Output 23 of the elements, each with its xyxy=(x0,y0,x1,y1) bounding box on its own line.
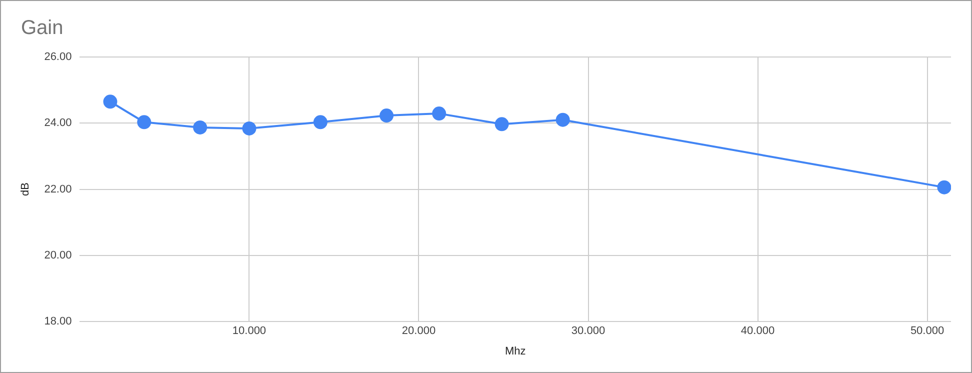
x-tick-label: 30.000 xyxy=(571,325,606,338)
y-tick-label: 22.00 xyxy=(44,183,72,196)
point xyxy=(313,115,328,130)
x-axis-title: Mhz xyxy=(504,345,526,358)
point xyxy=(103,94,118,109)
y-tick-label: 24.00 xyxy=(44,117,72,130)
point xyxy=(494,117,509,132)
y-tick-label: 18.00 xyxy=(44,316,72,328)
point xyxy=(937,180,951,194)
point xyxy=(137,115,152,130)
point xyxy=(556,112,570,127)
y-tick-label: 26.00 xyxy=(44,51,72,64)
point xyxy=(242,121,256,136)
point xyxy=(193,120,208,134)
x-tick-label: 50.000 xyxy=(910,325,944,338)
y-axis-title: dB xyxy=(20,182,32,196)
x-tick-label: 20.000 xyxy=(402,325,436,338)
chart-title: Gain xyxy=(21,17,64,40)
x-tick-label: 40.000 xyxy=(740,325,775,338)
point xyxy=(380,108,394,123)
y-tick-label: 20.00 xyxy=(44,249,72,262)
point xyxy=(432,106,446,121)
x-tick-label: 10.000 xyxy=(232,325,266,338)
